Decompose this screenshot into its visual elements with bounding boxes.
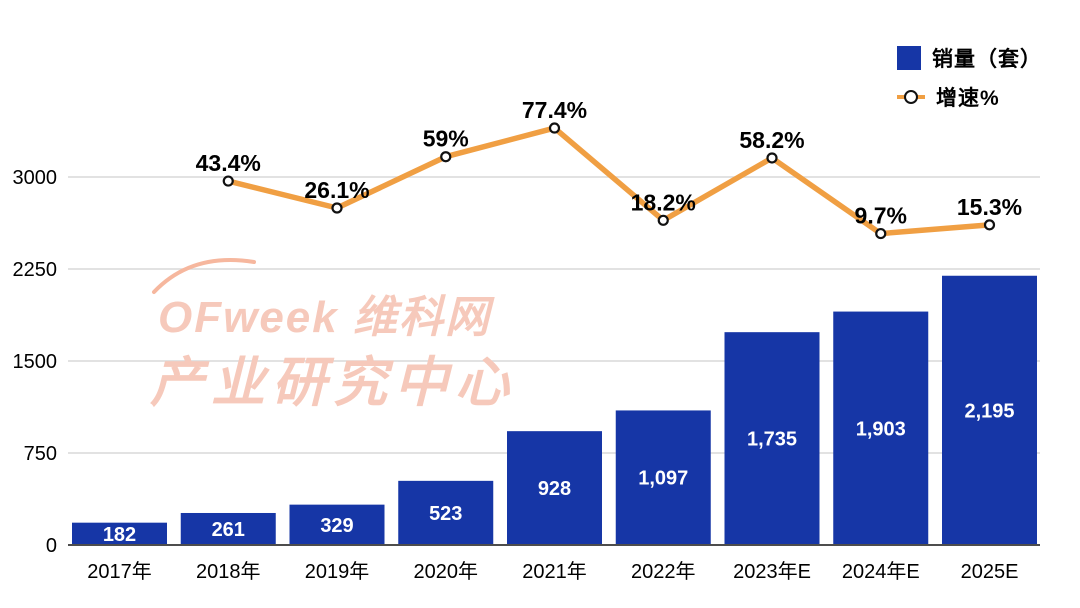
bar-value-label-2020年: 523 — [429, 503, 462, 525]
legend: 销量（套） 增速% — [897, 45, 1042, 110]
growth-line — [225, 125, 993, 237]
y-axis-tick-750: 750 — [24, 443, 57, 465]
bar-series-swatch-icon — [897, 45, 921, 70]
bar-value-label-2018年: 261 — [212, 519, 245, 541]
growth-label-2022年: 18.2% — [631, 189, 696, 215]
bar-2021年 — [507, 431, 602, 545]
legend-item-sales: 销量（套） — [897, 45, 1042, 71]
growth-label-2023年E: 58.2% — [739, 127, 804, 153]
y-axis-tick-1500: 1500 — [13, 351, 58, 373]
bar-2018年 — [180, 512, 276, 545]
x-axis-label-2017年: 2017年 — [87, 560, 152, 583]
bar-value-label-2017年: 182 — [103, 524, 136, 546]
growth-point-2019年 — [331, 202, 343, 214]
y-axis-tick-3000: 3000 — [13, 167, 58, 189]
x-axis-label-2021年: 2021年 — [522, 560, 587, 583]
bar-value-label-2025E: 2,195 — [964, 400, 1014, 422]
bar-2025E — [942, 275, 1037, 545]
growth-label-2021年: 77.4% — [522, 97, 587, 123]
x-axis-label-2025E: 2025E — [961, 561, 1019, 583]
bar-2020年 — [398, 480, 494, 545]
bar-value-label-2024年E: 1,903 — [856, 418, 906, 440]
growth-label-2024年E: 9.7% — [855, 203, 907, 229]
legend-label-growth: 增速% — [936, 86, 1000, 110]
y-axis-tick-0: 0 — [46, 535, 57, 557]
y-axis-tick-2250: 2250 — [13, 259, 58, 281]
bar-2023年E — [724, 332, 820, 545]
legend-label-sales: 销量（套） — [932, 47, 1042, 71]
bar-2024年E — [833, 311, 929, 545]
bar-value-label-2022年: 1,097 — [638, 468, 688, 490]
growth-label-2020年: 59% — [423, 126, 469, 152]
x-axis-label-2023年E: 2023年E — [733, 560, 811, 583]
x-axis-label-2020年: 2020年 — [414, 560, 479, 583]
bar-value-label-2023年E: 1,735 — [747, 429, 797, 451]
growth-point-2025E — [983, 219, 996, 231]
growth-point-2023年E — [766, 152, 778, 164]
growth-point-2022年 — [657, 214, 669, 226]
bar-2022年 — [615, 410, 711, 545]
line-series-marker-icon — [897, 85, 925, 109]
growth-point-2021年 — [548, 122, 561, 134]
legend-item-growth: 增速% — [897, 84, 1042, 110]
growth-point-2024年E — [875, 227, 887, 240]
growth-point-2018年 — [222, 175, 234, 187]
growth-label-2018年: 43.4% — [196, 150, 261, 176]
x-axis-label-2022年: 2022年 — [631, 560, 696, 583]
growth-label-2025E: 15.3% — [957, 194, 1022, 220]
x-axis-label-2024年E: 2024年E — [842, 560, 920, 583]
bar-2017年 — [72, 522, 167, 545]
growth-label-2019年: 26.1% — [304, 177, 369, 203]
bar-value-label-2021年: 928 — [538, 478, 571, 500]
growth-point-2020年 — [440, 151, 452, 163]
bar-value-label-2019年: 329 — [320, 515, 353, 537]
x-axis-label-2019年: 2019年 — [305, 560, 370, 583]
x-axis-label-2018年: 2018年 — [196, 560, 261, 583]
bar-2019年 — [289, 504, 385, 545]
